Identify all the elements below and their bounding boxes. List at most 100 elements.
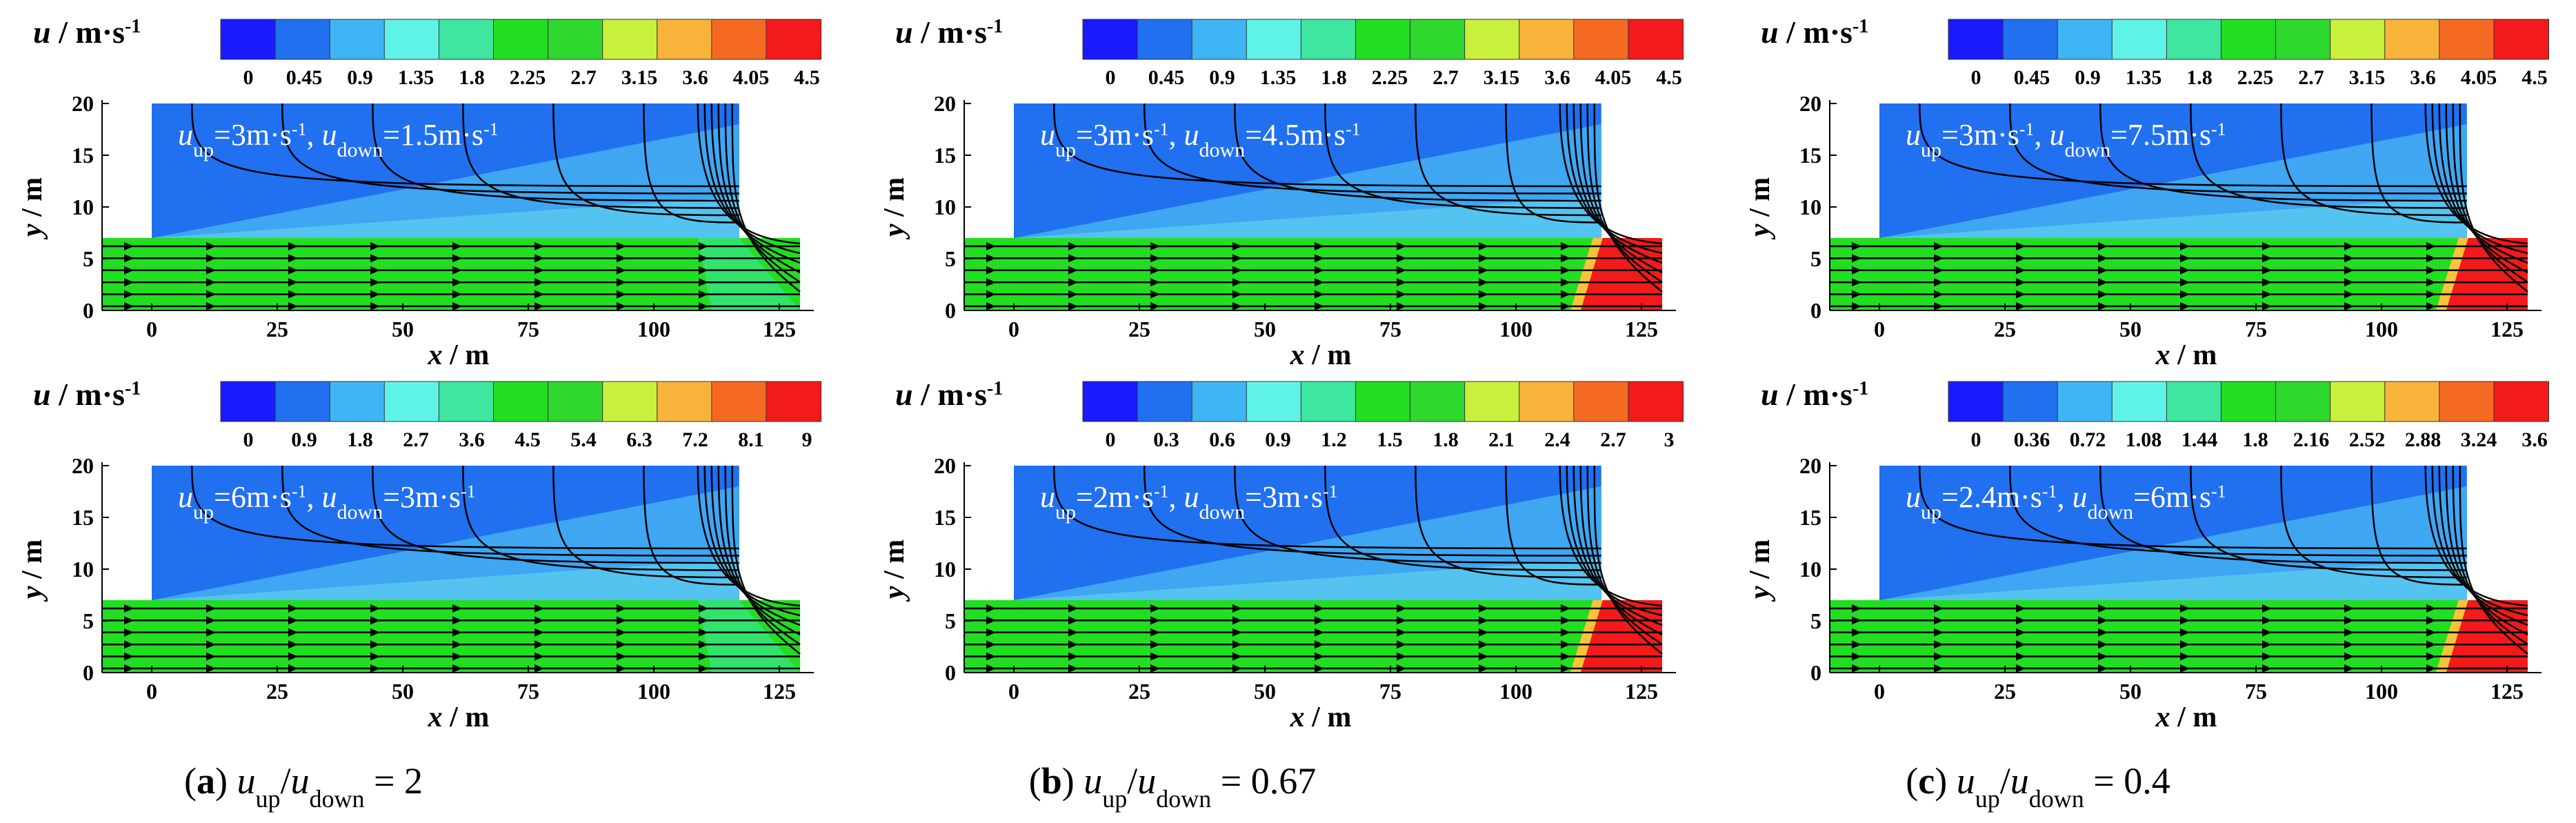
colorbar-tick-label: 1.8 (347, 428, 373, 451)
streamline-arrow (1934, 664, 1944, 673)
streamline-arrow (1068, 640, 1078, 649)
streamline-arrow (1561, 640, 1570, 649)
colorbar-tick-label: 1.35 (398, 66, 435, 89)
panel-6: u / m·s-1 0 0.36 0.72 1.08 1.44 1.8 2.16 2.52 2.8… (1744, 377, 2549, 733)
streamline-arrow (370, 652, 380, 661)
streamline-arrow (1068, 652, 1078, 661)
streamline-outlet (2452, 103, 2528, 284)
colorbar-swatch (1137, 19, 1193, 60)
colorbar-tick-label: 4.05 (1595, 66, 1632, 89)
colorbar-tick-label: 0.45 (286, 66, 323, 89)
colorbar-swatch (2384, 19, 2440, 60)
streamline-arrow (2016, 664, 2026, 673)
streamline-arrow (2426, 652, 2436, 661)
streamline-arrow (1068, 266, 1078, 275)
streamline-arrow (2344, 616, 2354, 625)
streamline-outlet (2431, 103, 2528, 255)
streamline-arrow (1561, 242, 1570, 250)
streamline-arrow (2426, 266, 2436, 275)
streamline-arrow (2344, 640, 2354, 649)
streamline-arrow (986, 652, 996, 661)
colorbar-swatch (2439, 19, 2495, 60)
x-tick-label: 50 (2119, 679, 2141, 704)
streamline-arrow (2262, 604, 2272, 613)
streamline-arrow (1561, 290, 1570, 299)
colorbar-swatch (438, 19, 495, 60)
y-tick-label: 20 (934, 453, 956, 478)
streamline-outlet (1566, 103, 1663, 255)
streamline-arrow (370, 290, 380, 299)
streamline-arrow (288, 266, 298, 275)
streamline-arrow (1852, 290, 1861, 299)
streamline-arrow (1150, 290, 1160, 299)
outlet-high-speed (1577, 238, 1662, 310)
streamline-arrow (206, 290, 216, 299)
panel-1: u / m·s-1 0 0.45 0.9 1.35 1.8 2.25 2.7 3.15 3.6 4.… (17, 14, 821, 371)
x-tick-label: 125 (763, 679, 796, 704)
streamline-arrow (1315, 254, 1324, 263)
x-tick-label: 25 (1994, 317, 2016, 341)
outlet-high-speed (2442, 238, 2528, 310)
streamline-arrow (124, 640, 134, 649)
colorbar-swatch (602, 19, 658, 60)
streamline-arrow (124, 604, 134, 613)
streamline-arrow (1232, 278, 1242, 287)
streamline-arrow (2262, 640, 2272, 649)
colorbar-swatch (711, 19, 767, 60)
streamline-arrow (986, 664, 996, 673)
colorbar-swatch (1082, 381, 1139, 422)
streamline-arrow (1232, 266, 1242, 275)
outlet-gradient (1570, 600, 1603, 673)
colorbar-swatch (1355, 381, 1411, 422)
streamline-arrow (2262, 628, 2272, 637)
streamline-arrow (452, 604, 462, 613)
streamline-outlet (731, 465, 801, 655)
streamline-arrow (1397, 652, 1406, 661)
x-tick-label: 25 (266, 317, 288, 341)
colorbar-swatch (274, 381, 331, 422)
streamline-arrow (452, 302, 462, 310)
streamline-arrow (1397, 628, 1406, 637)
streamline-arrow (1934, 616, 1944, 625)
outlet-high-speed (2442, 600, 2528, 673)
colorbar-swatch (1519, 381, 1575, 422)
streamline-upper (2370, 103, 2467, 224)
streamline-arrow (1315, 242, 1324, 250)
streamline-arrow (2262, 290, 2272, 299)
streamline-arrow (1852, 266, 1861, 275)
streamline-arrow (2098, 640, 2108, 649)
streamline-arrow (370, 664, 380, 673)
panel-5: u / m·s-1 0 0.3 0.6 0.9 1.2 1.5 1.8 2.1 2.4 2.7 3 0 2… (879, 377, 1684, 733)
colorbar-swatch (2057, 19, 2113, 60)
outlet-gradient (2435, 238, 2468, 310)
streamline-arrow (206, 254, 216, 263)
streamline-arrow (1852, 604, 1861, 613)
colorbar-tick-label: 1.5 (1377, 428, 1403, 451)
outlet-gradient (1570, 238, 1603, 310)
streamline-arrow (699, 616, 708, 625)
streamline-arrow (2426, 628, 2436, 637)
lower-channel (1830, 238, 2528, 310)
streamline-arrow (535, 628, 544, 637)
x-tick-label: 100 (1499, 679, 1532, 704)
colorbar-tick-label: 0.9 (291, 428, 317, 451)
panel-caption: (a) uup/udown = 2 (184, 760, 423, 813)
colorbar-tick-label: 3 (1664, 428, 1675, 451)
colorbar-swatch (329, 19, 386, 60)
streamline-arrow (617, 664, 626, 673)
streamline-outlet (724, 103, 801, 284)
streamline-arrow (2016, 278, 2026, 287)
streamline-arrow (370, 628, 380, 637)
streamline-arrow (535, 652, 544, 661)
colorbar-tick-label: 3.6 (2410, 66, 2436, 89)
streamline-arrow (2180, 652, 2190, 661)
streamline-arrow (535, 278, 544, 287)
colorbar-swatch (2220, 381, 2277, 422)
streamline-arrow (2180, 266, 2190, 275)
streamline-arrow (986, 302, 996, 310)
streamline-arrow (986, 278, 996, 287)
streamline-outlet (2459, 103, 2528, 292)
streamline-arrow (1561, 254, 1570, 263)
colorbar-tick-label: 4.05 (2461, 66, 2497, 89)
streamline-arrow (1852, 254, 1861, 263)
